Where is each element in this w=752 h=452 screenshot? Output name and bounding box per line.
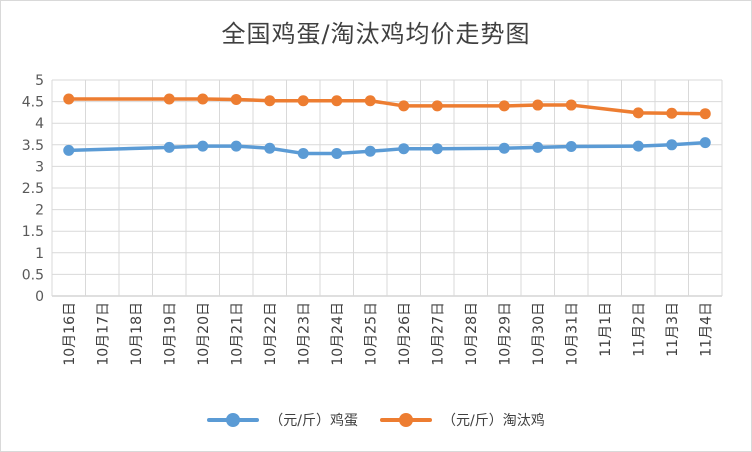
x-tick-label: 10月19日: [162, 302, 178, 366]
y-tick-label: 3: [35, 159, 44, 175]
data-point: [398, 100, 410, 112]
x-tick-label: 10月28日: [464, 302, 480, 366]
x-tick-label: 10月17日: [95, 302, 111, 366]
y-tick-label: 0.5: [22, 267, 44, 283]
data-point: [498, 142, 510, 154]
data-point: [297, 95, 309, 107]
y-tick-label: 4: [35, 116, 44, 132]
y-tick-labels: 0 0.5 1 1.5 2 2.5 3 3.5 4 4.5 5: [22, 73, 44, 305]
data-point: [163, 93, 175, 105]
x-tick-label: 10月26日: [397, 302, 413, 366]
y-tick-label: 4.5: [22, 95, 44, 111]
x-tick-label: 10月23日: [296, 302, 312, 366]
legend-label-egg: （元/斤）鸡蛋: [269, 413, 358, 429]
data-point: [297, 147, 309, 159]
x-tick-label: 10月25日: [363, 302, 379, 366]
legend-item-culled-hen: （元/斤）淘汰鸡: [380, 410, 545, 430]
data-point: [230, 140, 242, 152]
data-point: [532, 141, 544, 153]
data-point: [699, 108, 711, 120]
data-point: [565, 99, 577, 111]
legend-label-culled-hen: （元/斤）淘汰鸡: [442, 413, 545, 429]
data-point: [532, 99, 544, 111]
series-line-1: [67, 97, 707, 116]
series-lines: [63, 93, 711, 159]
x-tick-label: 10月29日: [497, 302, 513, 366]
data-point: [331, 147, 343, 159]
x-tick-label: 10月20日: [196, 302, 212, 366]
y-tick-label: 1: [35, 246, 44, 262]
x-tick-label: 11月1日: [598, 302, 614, 357]
x-tick-labels: 10月16日 10月17日 10月18日 10月19日 10月20日 10月21日 10月2…: [62, 302, 715, 366]
data-point: [63, 144, 75, 156]
legend-swatch-culled-hen: [380, 413, 432, 427]
y-tick-label: 1.5: [22, 224, 44, 240]
x-tick-label: 10月16日: [62, 302, 78, 366]
data-point: [264, 142, 276, 154]
data-point: [632, 140, 644, 152]
series-line-0: [67, 140, 707, 156]
data-point: [666, 139, 678, 151]
x-tick-label: 10月31日: [564, 302, 580, 366]
data-point: [230, 93, 242, 105]
legend: （元/斤）鸡蛋 （元/斤）淘汰鸡: [0, 408, 752, 432]
x-tick-label: 10月27日: [430, 302, 446, 366]
y-tick-label: 2: [35, 203, 44, 219]
chart-title: 全国鸡蛋/淘汰鸡均价走势图: [221, 20, 531, 48]
data-point: [666, 107, 678, 119]
gridlines: [51, 79, 723, 297]
x-tick-label: 11月4日: [698, 302, 714, 357]
data-point: [565, 141, 577, 153]
data-point: [197, 93, 209, 105]
data-point: [398, 143, 410, 155]
data-point: [699, 137, 711, 149]
data-point: [63, 93, 75, 105]
y-tick-label: 3.5: [22, 138, 44, 154]
data-point: [632, 107, 644, 119]
x-tick-label: 10月30日: [531, 302, 547, 366]
data-point: [364, 145, 376, 157]
y-tick-label: 5: [35, 73, 44, 89]
data-point: [431, 100, 443, 112]
legend-item-egg: （元/斤）鸡蛋: [207, 410, 358, 430]
x-tick-label: 11月2日: [631, 302, 647, 357]
y-tick-label: 0: [35, 289, 44, 305]
data-point: [197, 140, 209, 152]
data-point: [163, 141, 175, 153]
x-tick-label: 10月18日: [129, 302, 145, 366]
data-point: [364, 95, 376, 107]
data-point: [498, 100, 510, 112]
y-tick-label: 2.5: [22, 181, 44, 197]
x-tick-label: 10月22日: [263, 302, 279, 366]
data-point: [431, 143, 443, 155]
x-tick-label: 10月24日: [330, 302, 346, 366]
legend-swatch-egg: [207, 413, 260, 427]
x-tick-label: 10月21日: [229, 302, 245, 366]
x-tick-label: 11月3日: [665, 302, 681, 357]
data-point: [264, 95, 276, 107]
data-point: [331, 95, 343, 107]
